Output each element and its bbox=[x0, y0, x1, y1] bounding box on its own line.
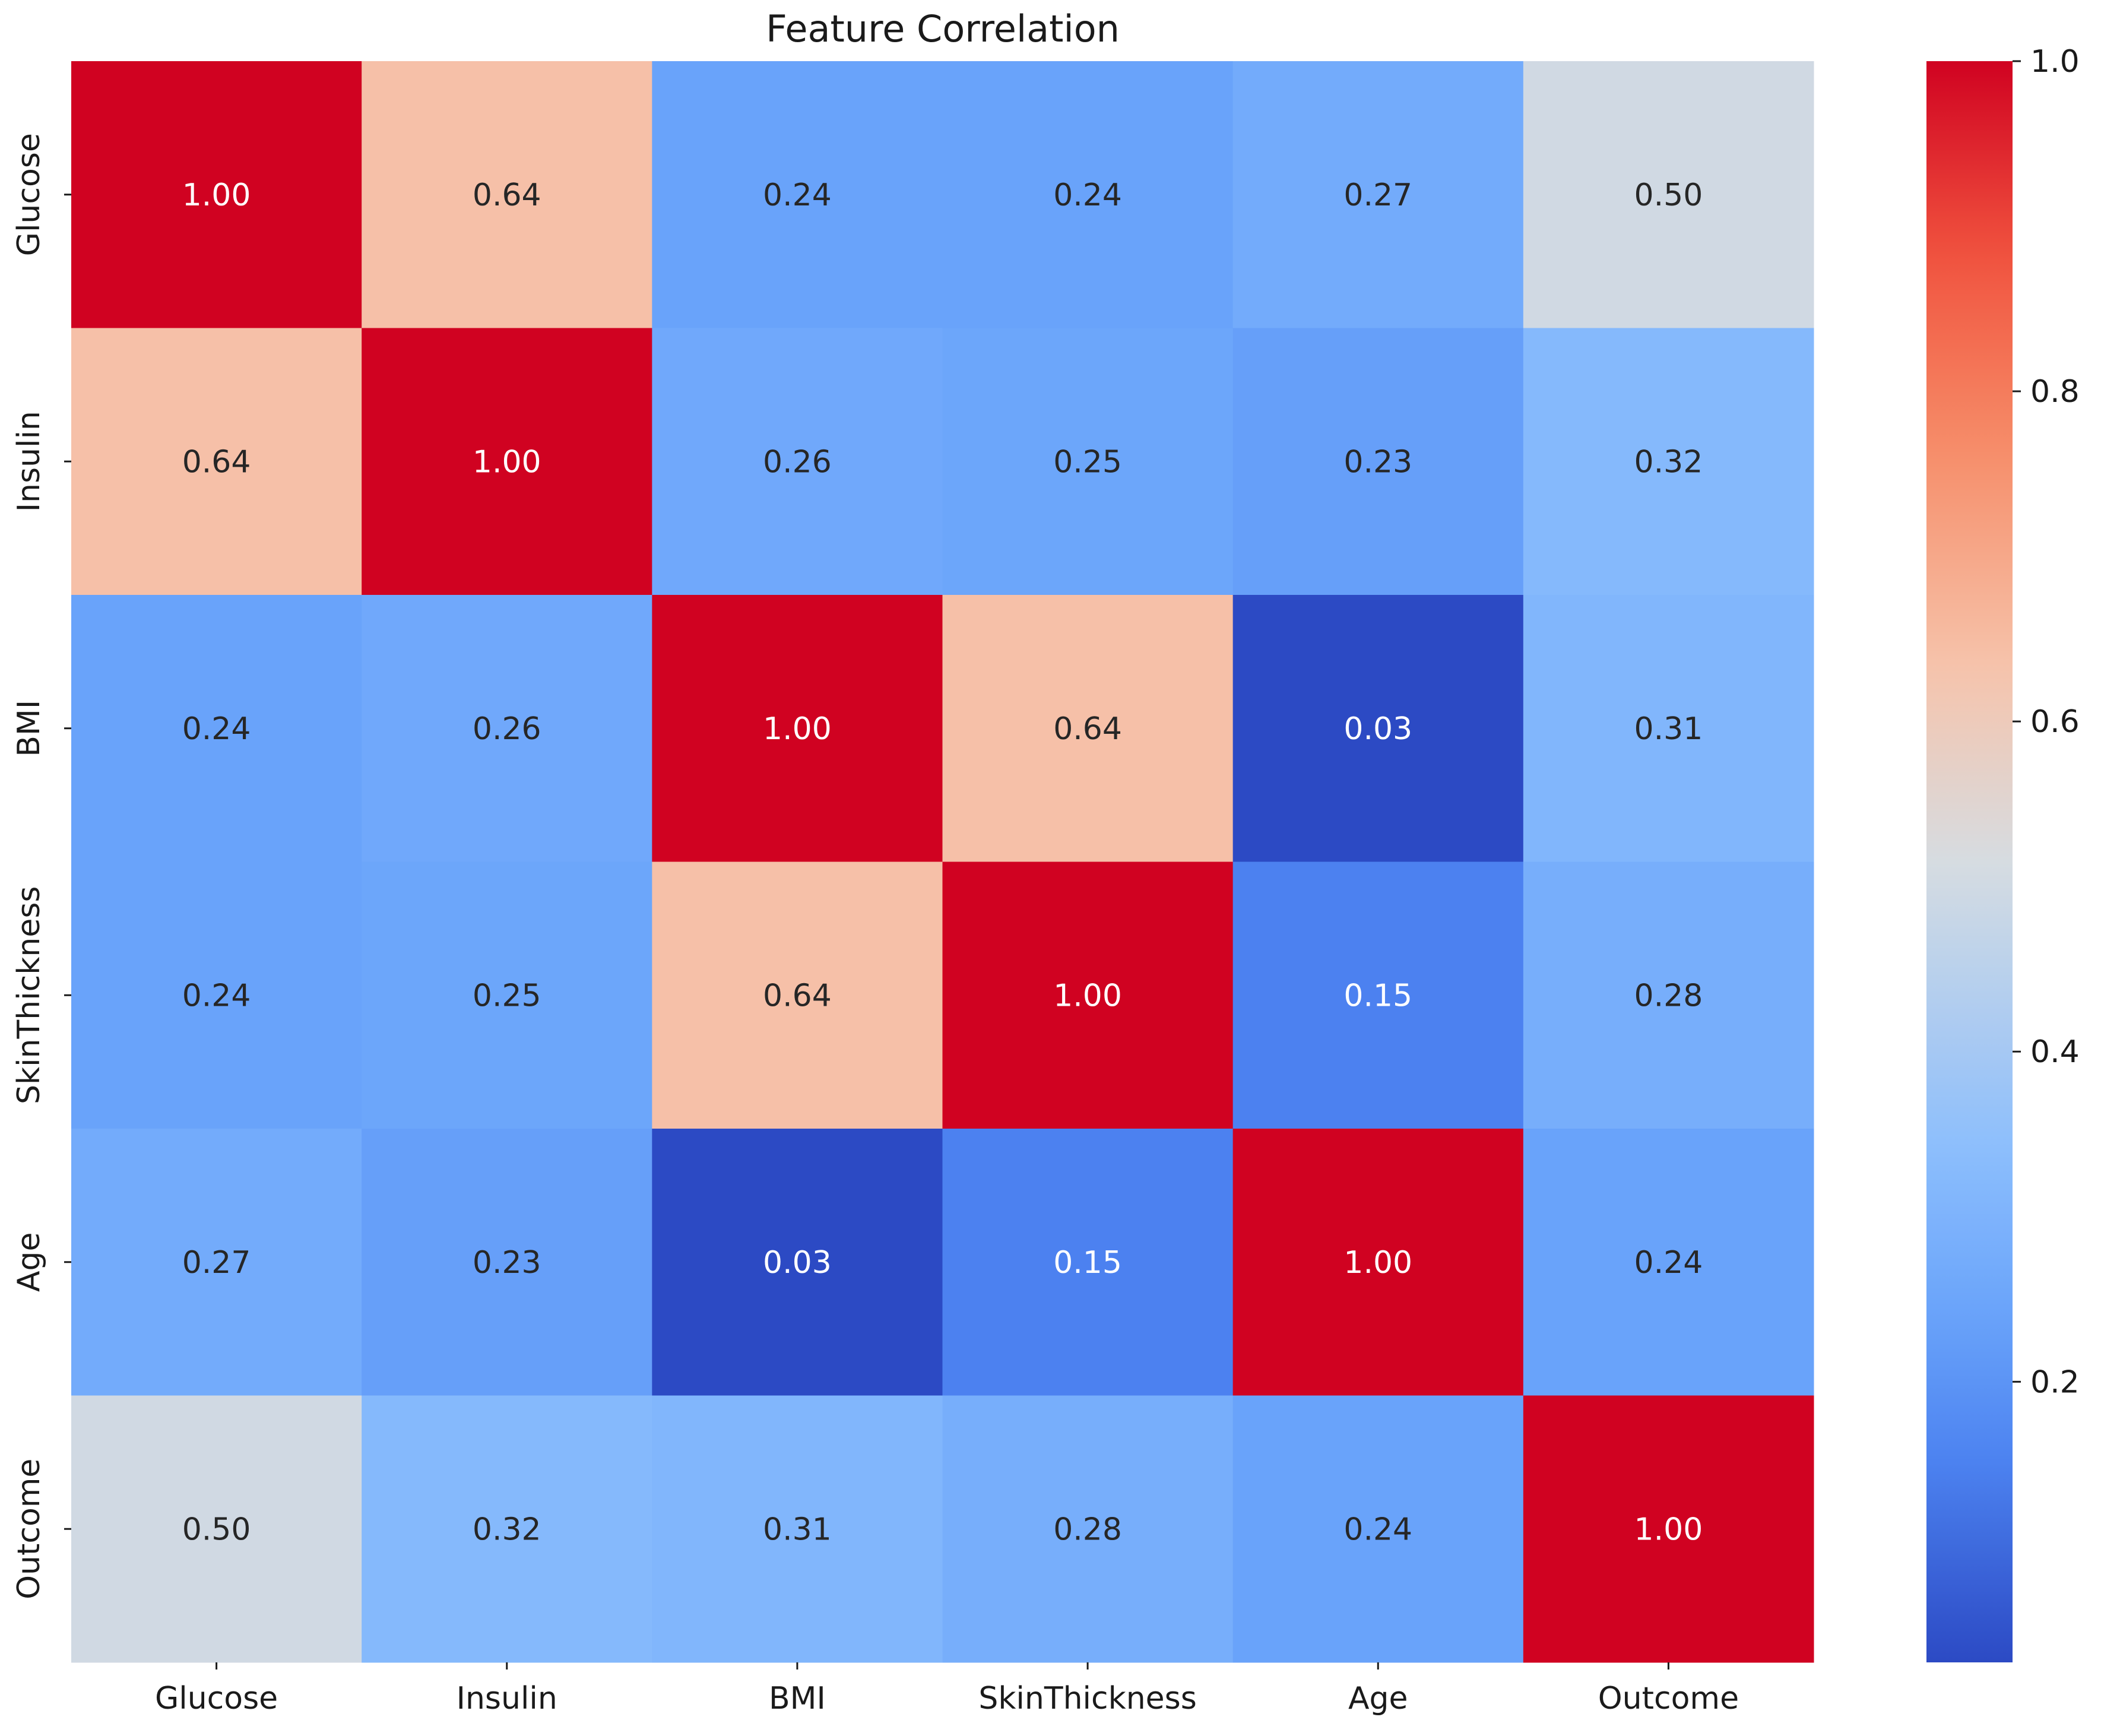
colorbar-tick-label: 0.2 bbox=[2030, 1364, 2080, 1400]
heatmap-cell-bmi-skinthickness bbox=[942, 595, 1234, 862]
cell-value-label: 0.03 bbox=[1343, 711, 1412, 747]
y-tick-label-outcome: Outcome bbox=[11, 1459, 47, 1599]
cell-value-label: 0.15 bbox=[1343, 978, 1412, 1013]
cell-value-label: 0.24 bbox=[182, 711, 251, 747]
heatmap-cell-age-glucose bbox=[71, 1129, 362, 1396]
heatmap-cell-age-skinthickness bbox=[942, 1129, 1234, 1396]
cell-value-label: 0.03 bbox=[763, 1245, 832, 1281]
x-tick-label-insulin: Insulin bbox=[457, 1681, 557, 1716]
heatmap-cell-skinthickness-age bbox=[1232, 861, 1524, 1129]
heatmap-cell-skinthickness-insulin bbox=[362, 861, 652, 1129]
heatmap-cell-insulin-bmi bbox=[652, 328, 943, 595]
cell-value-label: 0.15 bbox=[1053, 1245, 1122, 1281]
heatmap-cell-age-age bbox=[1232, 1129, 1524, 1396]
cell-value-label: 0.25 bbox=[473, 978, 541, 1013]
x-tick-label-age: Age bbox=[1348, 1681, 1408, 1716]
cell-value-label: 0.28 bbox=[1634, 978, 1703, 1013]
heatmap-cell-skinthickness-skinthickness bbox=[942, 861, 1234, 1129]
x-tick-label-skinthickness: SkinThickness bbox=[978, 1681, 1197, 1716]
cell-value-label: 0.23 bbox=[473, 1245, 541, 1281]
heatmap-cell-skinthickness-glucose bbox=[71, 861, 362, 1129]
cell-value-label: 0.27 bbox=[1343, 178, 1412, 213]
colorbar: 0.2 0.4 0.6 0.8 1.0 bbox=[1926, 44, 2080, 1662]
heatmap-cell-glucose-age bbox=[1232, 61, 1524, 328]
y-tick-label-bmi: BMI bbox=[11, 700, 47, 757]
heatmap-cell-glucose-outcome bbox=[1523, 61, 1814, 328]
heatmap-cell-outcome-bmi bbox=[652, 1395, 943, 1663]
heatmap-cell-skinthickness-bmi bbox=[652, 861, 943, 1129]
heatmap-cell-outcome-insulin bbox=[362, 1395, 652, 1663]
heatmap-cell-insulin-age bbox=[1232, 328, 1524, 595]
cell-value-label: 0.64 bbox=[1053, 711, 1122, 747]
cell-value-label: 0.24 bbox=[1634, 1245, 1703, 1281]
x-tick-label-outcome: Outcome bbox=[1598, 1681, 1739, 1716]
heatmap-cell-insulin-glucose bbox=[71, 328, 362, 595]
cell-value-label: 1.00 bbox=[182, 178, 251, 213]
heatmap-annotations: 1.00 0.64 0.24 0.24 0.27 0.50 0.64 1.00 0.26 0.25… bbox=[182, 178, 1703, 1548]
cell-value-label: 0.24 bbox=[1053, 178, 1122, 213]
colorbar-gradient bbox=[1926, 61, 2013, 1662]
cell-value-label: 0.31 bbox=[763, 1512, 832, 1547]
y-tick-label-insulin: Insulin bbox=[11, 411, 47, 512]
colorbar-tick-label: 1.0 bbox=[2030, 44, 2080, 80]
heatmap-cell-age-insulin bbox=[362, 1129, 652, 1396]
cell-value-label: 0.64 bbox=[763, 978, 832, 1013]
cell-value-label: 0.24 bbox=[1343, 1512, 1412, 1547]
cell-value-label: 1.00 bbox=[1053, 978, 1122, 1013]
colorbar-tick-label: 0.8 bbox=[2030, 374, 2080, 410]
cell-value-label: 0.32 bbox=[473, 1512, 541, 1547]
cell-value-label: 0.26 bbox=[473, 711, 541, 747]
heatmap-cell-age-outcome bbox=[1523, 1129, 1814, 1396]
cell-value-label: 0.31 bbox=[1634, 711, 1703, 747]
cell-value-label: 1.00 bbox=[1343, 1245, 1412, 1281]
heatmap-cell-outcome-outcome bbox=[1523, 1395, 1814, 1663]
heatmap-cell-bmi-outcome bbox=[1523, 595, 1814, 862]
heatmap-cell-insulin-outcome bbox=[1523, 328, 1814, 595]
x-tick-label-glucose: Glucose bbox=[155, 1681, 278, 1716]
cell-value-label: 0.64 bbox=[473, 178, 541, 213]
heatmap-axes: Glucose Insulin BMI SkinThickness Age Outcome… bbox=[11, 133, 1739, 1716]
y-tick-label-skinthickness: SkinThickness bbox=[11, 886, 47, 1104]
cell-value-label: 0.32 bbox=[1634, 444, 1703, 480]
cell-value-label: 0.24 bbox=[182, 978, 251, 1013]
cell-value-label: 0.50 bbox=[182, 1512, 251, 1547]
heatmap-cell-outcome-age bbox=[1232, 1395, 1524, 1663]
heatmap-cell-bmi-insulin bbox=[362, 595, 652, 862]
cell-value-label: 0.64 bbox=[182, 444, 251, 480]
heatmap-cell-age-bmi bbox=[652, 1129, 943, 1396]
heatmap-cell-glucose-glucose bbox=[71, 61, 362, 328]
colorbar-tick-label: 0.6 bbox=[2030, 704, 2080, 740]
heatmap-cell-insulin-insulin bbox=[362, 328, 652, 595]
heatmap-cell-glucose-skinthickness bbox=[942, 61, 1234, 328]
cell-value-label: 0.50 bbox=[1634, 178, 1703, 213]
colorbar-tick-label: 0.4 bbox=[2030, 1034, 2080, 1070]
y-tick-label-glucose: Glucose bbox=[11, 133, 47, 256]
cell-value-label: 0.28 bbox=[1053, 1512, 1122, 1547]
cell-value-label: 1.00 bbox=[763, 711, 832, 747]
cell-value-label: 0.26 bbox=[763, 444, 832, 480]
heatmap-cell-bmi-glucose bbox=[71, 595, 362, 862]
cell-value-label: 0.27 bbox=[182, 1245, 251, 1281]
heatmap-cell-insulin-skinthickness bbox=[942, 328, 1234, 595]
cell-value-label: 0.25 bbox=[1053, 444, 1122, 480]
heatmap-cell-skinthickness-outcome bbox=[1523, 861, 1814, 1129]
cell-value-label: 0.24 bbox=[763, 178, 832, 213]
cell-value-label: 0.23 bbox=[1343, 444, 1412, 480]
heatmap-cell-bmi-bmi bbox=[652, 595, 943, 862]
x-tick-label-bmi: BMI bbox=[769, 1681, 826, 1716]
heatmap-cell-glucose-insulin bbox=[362, 61, 652, 328]
heatmap-cell-glucose-bmi bbox=[652, 61, 943, 328]
cell-value-label: 1.00 bbox=[473, 444, 541, 480]
y-tick-label-age: Age bbox=[11, 1232, 47, 1292]
heatmap-cell-outcome-skinthickness bbox=[942, 1395, 1234, 1663]
heatmap-cell-outcome-glucose bbox=[71, 1395, 362, 1663]
cell-value-label: 1.00 bbox=[1634, 1512, 1703, 1547]
heatmap-cell-bmi-age bbox=[1232, 595, 1524, 862]
heatmap-cells bbox=[71, 61, 1814, 1663]
chart-title: Feature Correlation bbox=[766, 7, 1120, 50]
